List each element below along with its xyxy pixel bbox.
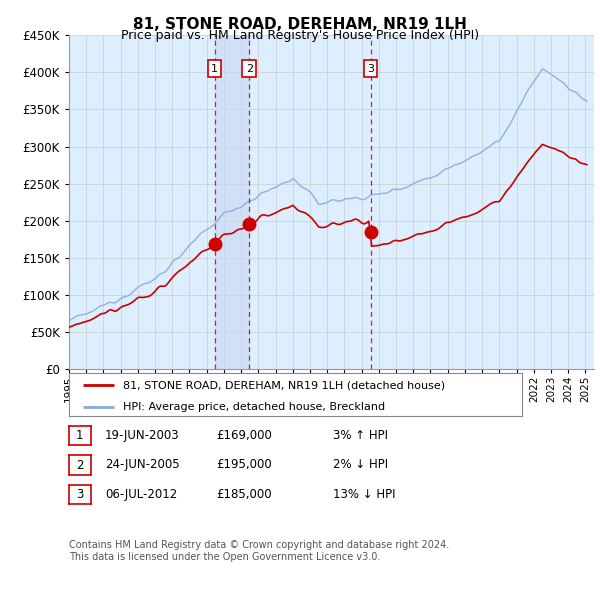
Text: 81, STONE ROAD, DEREHAM, NR19 1LH: 81, STONE ROAD, DEREHAM, NR19 1LH (133, 17, 467, 31)
Text: £195,000: £195,000 (216, 458, 272, 471)
Text: 3: 3 (76, 488, 83, 501)
Text: This data is licensed under the Open Government Licence v3.0.: This data is licensed under the Open Gov… (69, 552, 380, 562)
Text: HPI: Average price, detached house, Breckland: HPI: Average price, detached house, Brec… (124, 402, 385, 412)
Text: 2% ↓ HPI: 2% ↓ HPI (333, 458, 388, 471)
Text: 2: 2 (76, 458, 83, 472)
Text: 1: 1 (211, 64, 218, 74)
Text: 81, STONE ROAD, DEREHAM, NR19 1LH (detached house): 81, STONE ROAD, DEREHAM, NR19 1LH (detac… (124, 381, 445, 391)
Text: 06-JUL-2012: 06-JUL-2012 (105, 488, 177, 501)
Text: £169,000: £169,000 (216, 429, 272, 442)
Text: 3% ↑ HPI: 3% ↑ HPI (333, 429, 388, 442)
Text: 24-JUN-2005: 24-JUN-2005 (105, 458, 179, 471)
Bar (215, 35, 250, 369)
Text: 13% ↓ HPI: 13% ↓ HPI (333, 488, 395, 501)
Text: Price paid vs. HM Land Registry's House Price Index (HPI): Price paid vs. HM Land Registry's House … (121, 30, 479, 42)
Text: 2: 2 (246, 64, 253, 74)
Text: 1: 1 (76, 429, 83, 442)
Text: 3: 3 (367, 64, 374, 74)
Text: 19-JUN-2003: 19-JUN-2003 (105, 429, 179, 442)
Text: Contains HM Land Registry data © Crown copyright and database right 2024.: Contains HM Land Registry data © Crown c… (69, 540, 449, 550)
Text: £185,000: £185,000 (216, 488, 272, 501)
